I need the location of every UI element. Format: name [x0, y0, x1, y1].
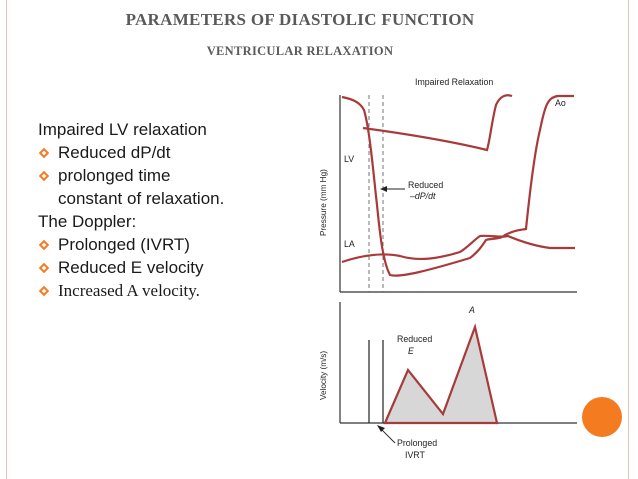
hollow-diamond-bullet-icon — [38, 285, 50, 297]
bullet-text: Increased A velocity. — [58, 281, 200, 300]
bullet-increased-a: Increased A velocity. — [38, 279, 308, 302]
intro-line: Impaired LV relaxation — [38, 120, 207, 139]
reduced-e-label-line2: E — [408, 346, 414, 356]
hollow-diamond-bullet-icon — [38, 147, 50, 159]
ao-label: Ao — [555, 98, 566, 108]
pressure-axis-label: Pressure (mm Hg) — [319, 169, 328, 236]
reduced-e-label-line1: Reduced — [397, 334, 432, 344]
aortic-pressure-curve — [362, 94, 513, 152]
impaired-relaxation-label: Impaired Relaxation — [415, 77, 493, 87]
bullet-text: Reduced E velocity — [58, 258, 204, 277]
bullet-text: Prolonged (IVRT) — [58, 235, 190, 254]
bullet-reduced-dpdt: Reduced dP/dt — [38, 141, 308, 164]
bullet-time-constant: prolonged time — [38, 164, 308, 187]
la-pressure-curve — [341, 234, 575, 264]
prolonged-ivrt-arrowhead — [377, 425, 385, 432]
lv-label: LV — [344, 154, 354, 164]
prolonged-ivrt-label-line1: Prolonged — [397, 438, 437, 448]
prolonged-ivrt-arrow — [380, 428, 396, 444]
doppler-waveform — [383, 323, 499, 425]
bullet-reduced-e: Reduced E velocity — [38, 256, 308, 279]
reduced-dpdt-label-line2: –dP/dt — [409, 191, 436, 201]
la-label: LA — [344, 239, 355, 249]
doppler-line: The Doppler: — [38, 212, 137, 231]
bullet-prolonged-ivrt: Prolonged (IVRT) — [38, 233, 308, 256]
left-frame-line — [6, 0, 7, 479]
hollow-diamond-bullet-icon — [38, 239, 50, 251]
accent-circle — [582, 397, 622, 437]
reduced-dpdt-label-line1: Reduced — [408, 180, 443, 190]
bullet-continuation: constant of relaxation. — [58, 189, 225, 208]
slide-content: Impaired LV relaxation Reduced dP/dt pro… — [38, 118, 308, 302]
velocity-axis-label: Velocity (m/s) — [319, 351, 328, 400]
lv-pressure-curve — [341, 94, 574, 277]
slide-title: PARAMETERS OF DIASTOLIC FUNCTION — [125, 10, 475, 29]
slide-subtitle: VENTRICULAR RELAXATION — [206, 44, 394, 58]
a-wave-label: A — [468, 305, 475, 315]
bullet-text: prolonged time — [58, 166, 171, 185]
reduced-dpdt-arrowhead — [380, 186, 387, 192]
right-frame-line — [628, 0, 629, 479]
relaxation-figure: Impaired Relaxation Ao LV LA Reduced –dP… — [319, 77, 577, 460]
bullet-text: Reduced dP/dt — [58, 143, 171, 162]
prolonged-ivrt-label-line2: IVRT — [405, 450, 426, 460]
hollow-diamond-bullet-icon — [38, 262, 50, 274]
hollow-diamond-bullet-icon — [38, 170, 50, 182]
